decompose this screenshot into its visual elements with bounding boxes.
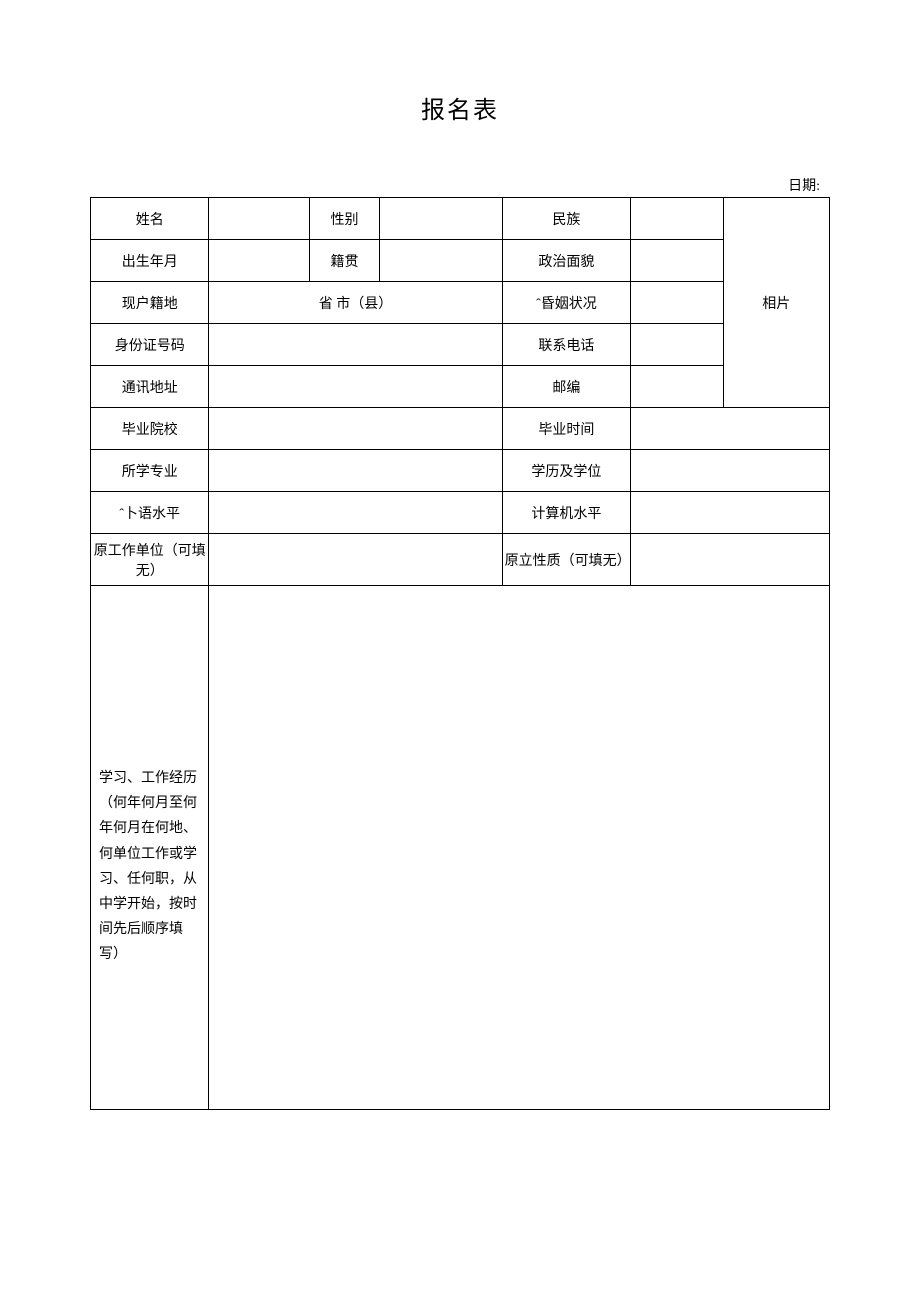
- label-id-number: 身份证号码: [91, 324, 209, 366]
- form-title: 报名表: [90, 90, 830, 125]
- table-row: 身份证号码 联系电话: [91, 324, 830, 366]
- value-ethnicity[interactable]: [631, 198, 723, 240]
- label-address: 通讯地址: [91, 366, 209, 408]
- label-computer-level: 计算机水平: [502, 492, 631, 534]
- date-label: 日期:: [90, 175, 830, 195]
- value-major[interactable]: [209, 450, 502, 492]
- value-degree[interactable]: [631, 450, 830, 492]
- value-language-level[interactable]: [209, 492, 502, 534]
- value-phone[interactable]: [631, 324, 723, 366]
- label-residence: 现户籍地: [91, 282, 209, 324]
- registration-form-table: 姓名 性别 民族 相片 出生年月 籍贯 政治面貌 现户籍地 省 市（县） ˆ昏姻…: [90, 197, 830, 1110]
- table-row: 通讯地址 邮编: [91, 366, 830, 408]
- value-former-employer[interactable]: [209, 534, 502, 586]
- label-degree: 学历及学位: [502, 450, 631, 492]
- label-political-status: 政治面貌: [502, 240, 631, 282]
- value-id-number[interactable]: [209, 324, 502, 366]
- value-address[interactable]: [209, 366, 502, 408]
- value-marital-status[interactable]: [631, 282, 723, 324]
- value-postcode[interactable]: [631, 366, 723, 408]
- value-computer-level[interactable]: [631, 492, 830, 534]
- value-political-status[interactable]: [631, 240, 723, 282]
- label-graduation-date: 毕业时间: [502, 408, 631, 450]
- table-row: 原工作单位（可填无） 原立性质（可填无）: [91, 534, 830, 586]
- label-native-place: 籍贯: [309, 240, 379, 282]
- label-experience: 学习、工作经历（何年何月至何年何月在何地、何单位工作或学习、任何职，从中学开始，…: [91, 586, 209, 1110]
- table-row: 姓名 性别 民族 相片: [91, 198, 830, 240]
- label-language-level: ˆ卜语水平: [91, 492, 209, 534]
- table-row: 出生年月 籍贯 政治面貌: [91, 240, 830, 282]
- value-residence[interactable]: 省 市（县）: [209, 282, 502, 324]
- label-former-employer: 原工作单位（可填无）: [91, 534, 209, 586]
- value-experience[interactable]: [209, 586, 830, 1110]
- value-native-place[interactable]: [380, 240, 502, 282]
- value-gender[interactable]: [380, 198, 502, 240]
- label-former-nature: 原立性质（可填无）: [502, 534, 631, 586]
- label-major: 所学专业: [91, 450, 209, 492]
- label-postcode: 邮编: [502, 366, 631, 408]
- label-birth-date: 出生年月: [91, 240, 209, 282]
- table-row: 毕业院校 毕业时间: [91, 408, 830, 450]
- table-row: 现户籍地 省 市（县） ˆ昏姻状况: [91, 282, 830, 324]
- value-former-nature[interactable]: [631, 534, 830, 586]
- table-row: 学习、工作经历（何年何月至何年何月在何地、何单位工作或学习、任何职，从中学开始，…: [91, 586, 830, 1110]
- table-row: 所学专业 学历及学位: [91, 450, 830, 492]
- label-gender: 性别: [309, 198, 379, 240]
- table-row: ˆ卜语水平 计算机水平: [91, 492, 830, 534]
- value-name[interactable]: [209, 198, 309, 240]
- label-ethnicity: 民族: [502, 198, 631, 240]
- label-phone: 联系电话: [502, 324, 631, 366]
- value-school[interactable]: [209, 408, 502, 450]
- value-graduation-date[interactable]: [631, 408, 830, 450]
- label-school: 毕业院校: [91, 408, 209, 450]
- label-name: 姓名: [91, 198, 209, 240]
- photo-placeholder[interactable]: 相片: [723, 198, 829, 408]
- value-birth-date[interactable]: [209, 240, 309, 282]
- label-marital-status: ˆ昏姻状况: [502, 282, 631, 324]
